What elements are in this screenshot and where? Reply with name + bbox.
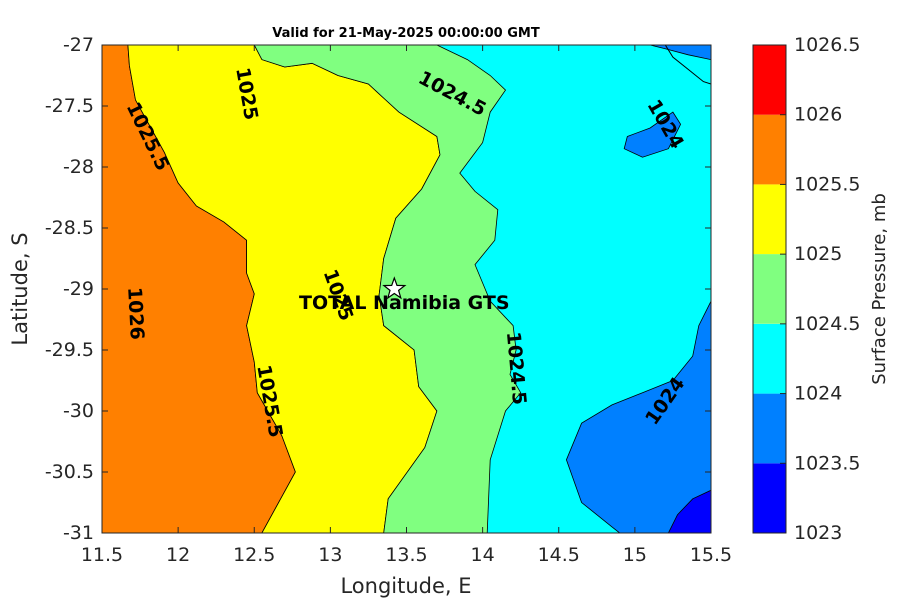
x-tick-label: 12 bbox=[166, 544, 190, 566]
colorbar-swatch bbox=[753, 463, 786, 533]
colorbar-swatch bbox=[753, 184, 786, 255]
colorbar-swatch bbox=[753, 323, 786, 394]
contour-label-4: 1026 bbox=[123, 286, 148, 340]
colorbar-tick-label: 1023 bbox=[794, 522, 842, 544]
x-tick-label: 13.5 bbox=[385, 544, 427, 566]
coastline-line bbox=[664, 45, 711, 85]
colorbar-swatch bbox=[753, 114, 786, 185]
chart-title: Valid for 21-May-2025 00:00:00 GMT bbox=[272, 26, 540, 41]
contour-region-7 bbox=[667, 489, 711, 533]
x-tick-label: 15 bbox=[623, 544, 647, 566]
y-tick-label: -30.5 bbox=[45, 461, 94, 483]
colorbar-tick-label: 1023.5 bbox=[794, 452, 860, 474]
site-star-icon bbox=[382, 276, 407, 300]
colorbar-swatch bbox=[753, 45, 786, 115]
colorbar-tick-label: 1026 bbox=[794, 104, 842, 126]
x-tick-label: 13 bbox=[318, 544, 342, 566]
colorbar bbox=[752, 44, 787, 534]
y-tick-label: -27.5 bbox=[45, 95, 94, 117]
contour-region-4 bbox=[623, 111, 682, 158]
contour-region-5 bbox=[650, 45, 711, 61]
x-axis-ticks: 11.5 12 12.5 13 13.5 14 14.5 15 15.5 bbox=[81, 45, 732, 566]
colorbar-label: Surface Pressure, mb bbox=[869, 193, 890, 385]
colorbar-tick-label: 1025.5 bbox=[794, 173, 860, 195]
colorbar-border bbox=[752, 44, 787, 534]
colorbar-tick-label: 1024 bbox=[794, 383, 842, 405]
x-tick-label: 15.5 bbox=[690, 544, 732, 566]
x-tick-label: 14.5 bbox=[538, 544, 580, 566]
y-tick-label: -27 bbox=[63, 34, 94, 56]
colorbar-swatch bbox=[753, 393, 786, 464]
contour-region-6 bbox=[565, 301, 711, 533]
x-tick-label: 12.5 bbox=[233, 544, 275, 566]
x-tick-label: 11.5 bbox=[81, 544, 123, 566]
x-tick-label: 14 bbox=[471, 544, 495, 566]
coastline bbox=[664, 45, 711, 85]
colorbar-tick-label: 1026.5 bbox=[794, 34, 860, 56]
x-axis-label: Longitude, E bbox=[340, 574, 471, 598]
y-tick-label: -28.5 bbox=[45, 217, 94, 239]
y-axis-label: Latitude, S bbox=[8, 232, 32, 345]
colorbar-ticks: 1023 1023.5 1024 1024.5 1025 1025.5 1026 1026.5 bbox=[780, 34, 860, 544]
y-tick-label: -29 bbox=[63, 278, 94, 300]
site-label: TOTAL Namibia GTS bbox=[299, 292, 510, 314]
colorbar-swatch bbox=[753, 254, 786, 324]
y-tick-label: -28 bbox=[63, 156, 94, 178]
y-tick-label: -29.5 bbox=[45, 339, 94, 361]
site-marker-group: TOTAL Namibia GTS bbox=[299, 276, 510, 314]
colorbar-tick-label: 1025 bbox=[794, 243, 842, 265]
y-axis-ticks: -27 -27.5 -28 -28.5 -29 -29.5 -30 -30.5 -31 bbox=[45, 34, 711, 544]
y-tick-label: -30 bbox=[63, 400, 94, 422]
colorbar-tick-label: 1024.5 bbox=[794, 313, 860, 335]
y-tick-label: -31 bbox=[63, 522, 94, 544]
